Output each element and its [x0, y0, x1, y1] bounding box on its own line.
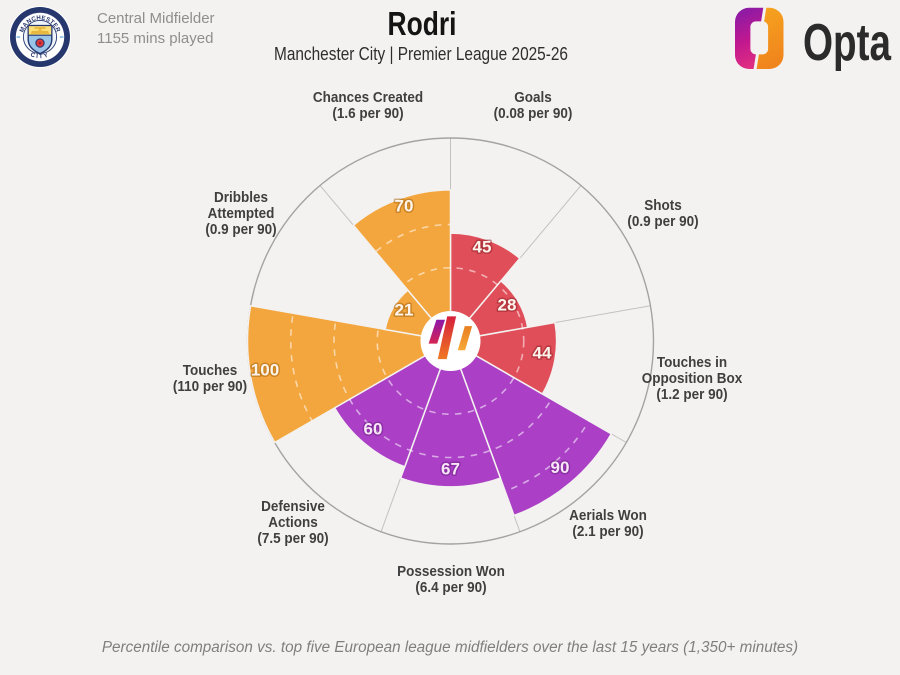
- svg-text:90: 90: [551, 458, 570, 477]
- svg-text:100: 100: [251, 361, 279, 380]
- svg-text:CITY: CITY: [29, 51, 50, 60]
- svg-text:44: 44: [533, 344, 552, 363]
- svg-text:21: 21: [395, 301, 414, 320]
- svg-text:70: 70: [395, 197, 414, 216]
- svg-text:45: 45: [473, 238, 492, 257]
- svg-text:60: 60: [364, 420, 383, 439]
- svg-text:67: 67: [441, 460, 460, 479]
- svg-text:Opta: Opta: [803, 13, 891, 71]
- svg-text:28: 28: [498, 296, 517, 315]
